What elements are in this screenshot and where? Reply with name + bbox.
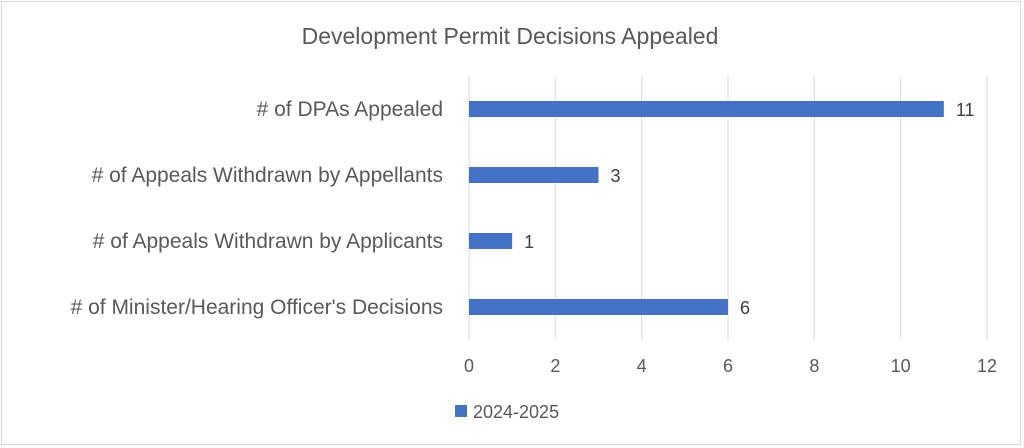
x-axis-ticks: 0 2 4 6 8 10 12 <box>464 356 997 376</box>
x-tick-label: 8 <box>809 356 819 376</box>
x-tick-label: 0 <box>464 356 474 376</box>
legend-swatch <box>455 405 467 417</box>
category-label: # of DPAs Appealed <box>257 98 443 121</box>
x-tick-label: 6 <box>723 356 733 376</box>
x-tick-label: 4 <box>637 356 647 376</box>
chart-title: Development Permit Decisions Appealed <box>302 23 719 49</box>
legend-label: 2024-2025 <box>473 402 559 422</box>
x-tick-label: 10 <box>891 356 911 376</box>
bar <box>469 167 599 183</box>
data-label: 1 <box>524 232 534 252</box>
data-label: 3 <box>611 166 621 186</box>
gridlines <box>468 76 988 340</box>
data-label: 11 <box>956 100 975 120</box>
category-label: # of Minister/Hearing Officer's Decision… <box>71 296 443 319</box>
bar <box>469 299 728 315</box>
category-label: # of Appeals Withdrawn by Appellants <box>92 164 443 187</box>
data-label: 6 <box>740 298 750 318</box>
x-tick-label: 12 <box>977 356 997 376</box>
bar <box>469 101 944 117</box>
category-labels: # of DPAs Appealed # of Appeals Withdrawn… <box>71 98 443 319</box>
legend: 2024-2025 <box>455 402 559 422</box>
bars <box>469 101 944 315</box>
bar <box>469 233 513 249</box>
category-label: # of Appeals Withdrawn by Applicants <box>93 230 443 253</box>
x-tick-label: 2 <box>550 356 560 376</box>
data-labels: 11 3 1 6 <box>524 100 974 318</box>
